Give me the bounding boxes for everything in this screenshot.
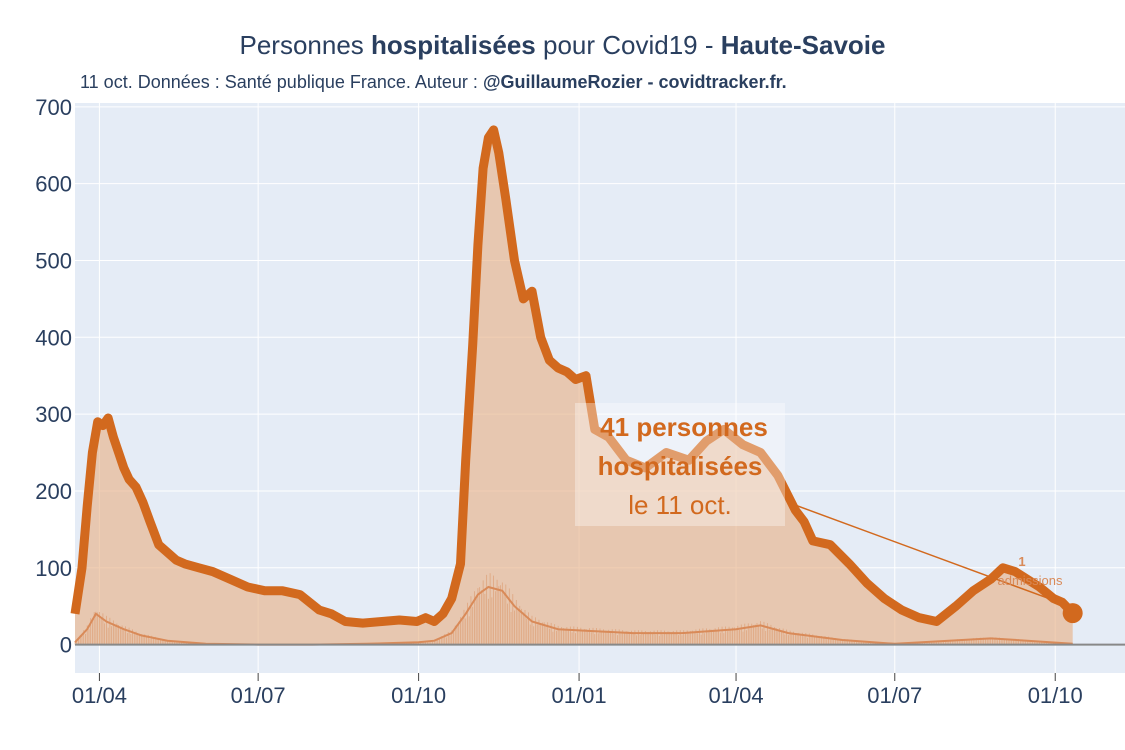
subtitle-author: @GuillaumeRozier - covidtracker.fr.: [482, 72, 787, 92]
x-tick-label: 01/04: [72, 683, 127, 708]
y-tick-label: 500: [35, 248, 72, 273]
hospitalisations-area: [75, 129, 1073, 645]
y-axis: 0 100 200 300 400 500 600 700: [35, 95, 72, 658]
annotation-box: [575, 403, 785, 526]
subtitle-pre: 11 oct. Données : Santé publique France.…: [80, 72, 483, 92]
x-tick-label: 01/01: [552, 683, 607, 708]
title-mid: pour Covid19 -: [535, 30, 721, 60]
x-tick-label: 01/10: [391, 683, 446, 708]
y-tick-label: 200: [35, 479, 72, 504]
y-tick-label: 600: [35, 172, 72, 197]
annotation-label: hospitalisées: [598, 451, 763, 481]
x-tick-label: 01/07: [231, 683, 286, 708]
title-region: Haute-Savoie: [720, 30, 886, 60]
x-tick-label: 01/07: [867, 683, 922, 708]
y-tick-label: 100: [35, 556, 72, 581]
annotation-arrow: [794, 504, 1067, 606]
last-point-marker: [1062, 603, 1083, 624]
y-tick-label: 300: [35, 402, 72, 427]
y-tick-label: 700: [35, 95, 72, 120]
admissions-line: [74, 585, 1073, 646]
annotation-date: le 11 oct.: [628, 490, 732, 520]
chart-title: Personnes hospitalisées pour Covid19 - H…: [0, 30, 1125, 61]
x-tick-label: 01/10: [1028, 683, 1083, 708]
x-axis: 01/04 01/07 01/10 01/01 01/04 01/07 01/10: [72, 673, 1083, 708]
y-tick-label: 400: [35, 325, 72, 350]
hospitalisations-line: [70, 125, 1076, 628]
admissions-label: admissions: [997, 573, 1063, 588]
title-bold: hospitalisées: [371, 30, 536, 60]
chart-subtitle: 11 oct. Données : Santé publique France.…: [80, 72, 787, 93]
annotation-value: 41 personnes: [600, 412, 768, 442]
title-pre: Personnes: [239, 30, 372, 60]
admissions-value: 1: [1018, 554, 1025, 569]
x-tick-label: 01/04: [709, 683, 764, 708]
y-tick-label: 0: [60, 633, 72, 658]
